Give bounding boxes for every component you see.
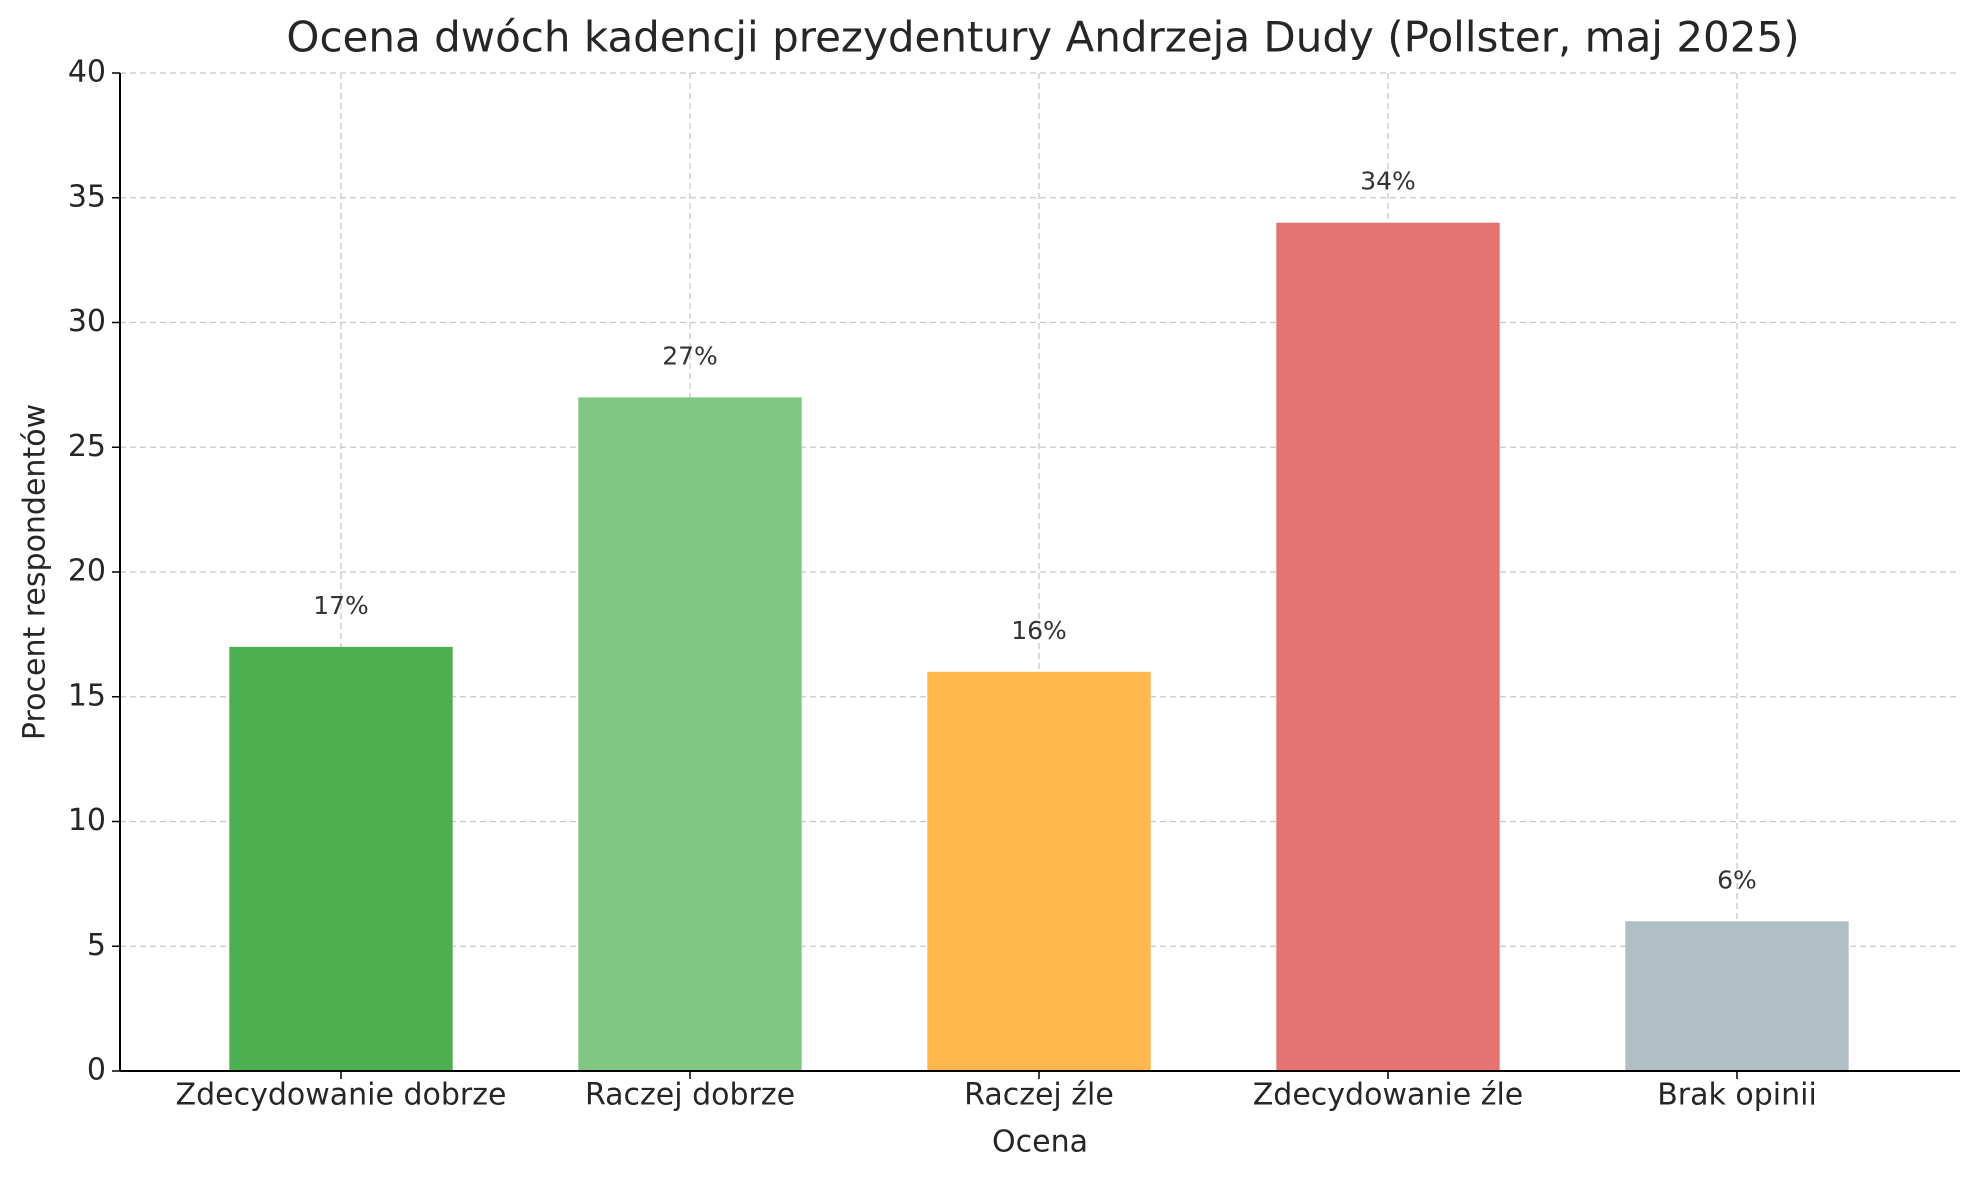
value-label: 17% bbox=[313, 591, 369, 620]
bar bbox=[229, 646, 453, 1071]
y-tick-label: 0 bbox=[87, 1053, 106, 1088]
y-tick-label: 5 bbox=[87, 928, 106, 963]
value-label: 27% bbox=[662, 341, 718, 370]
y-tick-label: 25 bbox=[68, 429, 106, 464]
y-tick-label: 15 bbox=[68, 678, 106, 713]
y-axis-label: Procent respondentów bbox=[18, 404, 53, 740]
value-label: 6% bbox=[1717, 865, 1757, 894]
x-tick-label: Raczej źle bbox=[964, 1078, 1114, 1113]
x-axis-label: Ocena bbox=[992, 1125, 1088, 1160]
value-label: 16% bbox=[1011, 616, 1067, 645]
value-label: 34% bbox=[1360, 167, 1416, 196]
bar bbox=[927, 671, 1151, 1071]
x-tick-label: Zdecydowanie dobrze bbox=[176, 1078, 507, 1113]
y-tick-label: 30 bbox=[68, 304, 106, 339]
bar bbox=[1276, 222, 1500, 1071]
bar bbox=[1625, 921, 1849, 1071]
y-tick-label: 10 bbox=[68, 803, 106, 838]
y-tick-label: 20 bbox=[68, 554, 106, 589]
y-tick-label: 35 bbox=[68, 179, 106, 214]
x-tick-label: Raczej dobrze bbox=[585, 1078, 795, 1113]
bar bbox=[578, 397, 802, 1072]
chart-title: Ocena dwóch kadencji prezydentury Andrze… bbox=[286, 13, 1799, 62]
x-tick-label: Zdecydowanie źle bbox=[1253, 1078, 1524, 1113]
y-tick-label: 40 bbox=[68, 55, 106, 90]
x-tick-label: Brak opinii bbox=[1657, 1078, 1817, 1113]
